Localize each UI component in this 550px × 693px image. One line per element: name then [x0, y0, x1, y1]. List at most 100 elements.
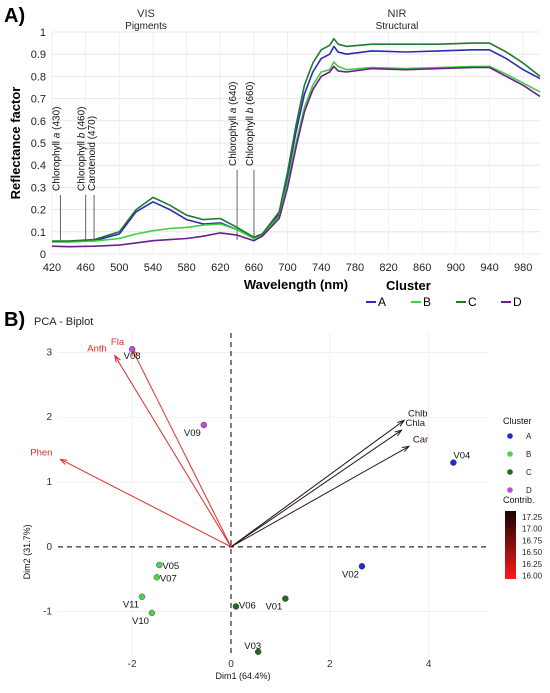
contrib-tick-label: 16.25 — [522, 560, 543, 569]
point-label-V09: V09 — [184, 428, 201, 439]
pigment-label: Chlorophyll b (660) — [245, 82, 256, 167]
point-V01 — [282, 595, 289, 602]
cluster-legend-dot-B — [507, 451, 513, 457]
point-label-V03: V03 — [244, 641, 261, 652]
pca-y-tick-label: 0 — [46, 542, 52, 553]
x-tick-label: 940 — [480, 262, 498, 274]
point-label-V02: V02 — [342, 569, 359, 580]
point-V11 — [138, 593, 146, 600]
contrib-tick-label: 17.25 — [522, 513, 543, 522]
legend-label-B: B — [423, 295, 431, 309]
cluster-legend-title: Cluster — [503, 416, 532, 426]
series-line-D — [51, 65, 541, 248]
contrib-tick-label: 16.75 — [522, 536, 543, 545]
cluster-legend-label-D: D — [526, 486, 532, 495]
cluster-legend-label-B: B — [526, 450, 531, 459]
legend-title: Cluster — [386, 278, 431, 293]
loading-vector-Phen — [60, 458, 232, 548]
point-V08 — [128, 346, 136, 353]
point-label-V07: V07 — [160, 573, 177, 584]
cluster-legend-dot-D — [507, 487, 513, 493]
point-V10 — [148, 609, 156, 617]
pigment-label: Carotenoid (470) — [87, 116, 98, 191]
loading-vector-Car — [230, 445, 410, 548]
x-tick-label: 900 — [447, 262, 465, 274]
y-tick-label: 0 — [40, 249, 46, 261]
y-tick-label: 0.9 — [31, 49, 46, 61]
loading-vector-Chlb — [230, 420, 405, 548]
pca-y-tick-label: -1 — [43, 607, 52, 618]
x-tick-label: 540 — [144, 262, 162, 274]
contrib-tick-label: 16.00 — [522, 572, 543, 581]
x-tick-label: 820 — [379, 262, 397, 274]
x-tick-label: 860 — [413, 262, 431, 274]
point-V07 — [153, 574, 161, 581]
vector-arrowhead — [394, 429, 403, 437]
y-axis-title: Reflectance factor — [8, 87, 23, 200]
x-tick-label: 620 — [211, 262, 229, 274]
vector-label-Anth: Anth — [87, 344, 107, 355]
y-tick-label: 0.8 — [31, 71, 46, 83]
pca-y-tick-label: 3 — [46, 347, 52, 358]
x-tick-label: 740 — [312, 262, 330, 274]
point-V02 — [358, 563, 366, 570]
point-V03 — [254, 648, 262, 656]
vector-arrowhead — [397, 419, 406, 427]
pigment-label: Chlorophyll a (640) — [228, 82, 239, 167]
loading-vector-Fla — [131, 348, 232, 548]
x-tick-label: 460 — [76, 262, 94, 274]
spectra-chart: 0 0.1 0.2 0.3 0.4 0.5 0.6 0.7 0.8 0.9 1 420 460 500 54… — [8, 27, 541, 309]
cluster-legend-dot-A — [507, 433, 513, 439]
point-label-V04: V04 — [453, 451, 470, 462]
y-tick-label: 0.7 — [31, 94, 46, 106]
y-tick-label: 0.5 — [31, 138, 46, 150]
y-tick-label: 0.4 — [31, 160, 46, 172]
point-V04 — [450, 459, 457, 466]
point-label-V08: V08 — [124, 351, 141, 362]
contrib-tick-label: 17.00 — [522, 525, 543, 534]
vector-label-Fla: Fla — [111, 337, 125, 348]
cluster-legend-dot-C — [507, 469, 513, 475]
x-tick-label: 500 — [110, 262, 128, 274]
vector-arrowhead — [114, 354, 121, 363]
pca-y-tick-label: 1 — [46, 477, 52, 488]
panel-b-label: B) — [4, 309, 25, 331]
pca-x-tick-label: -2 — [128, 659, 137, 670]
y-tick-label: 0.3 — [31, 182, 46, 194]
nir-title: NIR — [388, 8, 407, 20]
loading-vector-Chla — [230, 429, 402, 548]
panel-a-label: A) — [4, 5, 25, 27]
loading-vector-Anth — [114, 355, 232, 548]
point-label-V01: V01 — [265, 602, 282, 613]
y-tick-label: 0.2 — [31, 205, 46, 217]
series-line-A — [52, 45, 541, 243]
x-tick-label: 980 — [514, 262, 532, 274]
pca-x-tick-label: 4 — [426, 659, 432, 670]
x-tick-label: 780 — [346, 262, 364, 274]
point-V05 — [156, 561, 163, 569]
cluster-legend-label-C: C — [526, 468, 532, 477]
point-V09 — [200, 421, 208, 429]
pigment-label: Chlorophyll a (430) — [51, 107, 62, 192]
vector-arrowhead — [59, 458, 68, 465]
x-tick-label: 580 — [177, 262, 195, 274]
pca-x-axis-title: Dim1 (64.4%) — [215, 671, 270, 681]
pigment-label: Chlorophyll b (460) — [77, 106, 88, 191]
point-V06 — [232, 603, 240, 610]
point-label-V06: V06 — [239, 600, 256, 611]
contrib-tick-label: 16.50 — [522, 548, 543, 557]
pca-x-tick-label: 2 — [327, 659, 333, 670]
legend-label-D: D — [513, 295, 522, 309]
point-label-V10: V10 — [132, 616, 149, 627]
pca-y-axis-title: Dim2 (31.7%) — [22, 524, 32, 579]
point-label-V11: V11 — [123, 600, 139, 611]
vis-subtitle: Pigments — [125, 21, 167, 32]
contrib-colorbar — [505, 511, 516, 579]
pca-y-tick-label: 2 — [46, 412, 52, 423]
vis-title: VIS — [137, 8, 155, 20]
nir-subtitle: Structural — [376, 21, 419, 32]
pca-x-tick-label: 0 — [228, 659, 234, 670]
vector-arrowhead — [401, 445, 411, 453]
